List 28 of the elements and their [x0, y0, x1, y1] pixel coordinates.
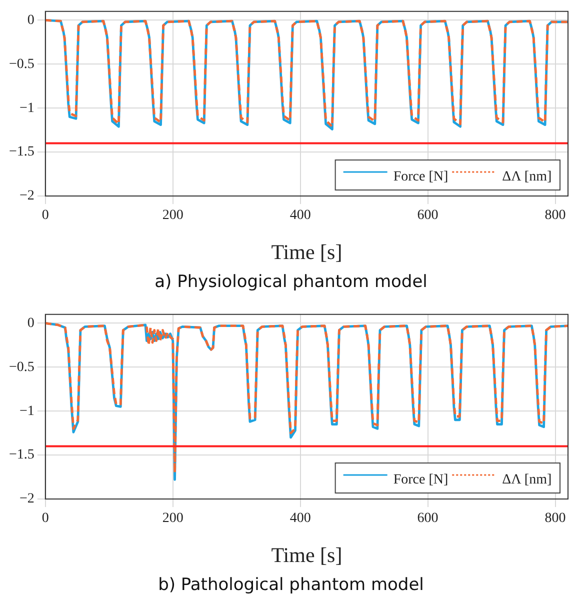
legend-label: ΔΛ [nm]: [502, 170, 552, 185]
x-axis-title: Time [s]: [271, 542, 342, 567]
text: a) Physiological phantom model: [154, 272, 428, 292]
x-tick-label: 400: [290, 511, 311, 526]
y-tick-label: −1: [19, 100, 34, 116]
x-tick-label: 0: [42, 511, 49, 526]
y-tick-label: −0.5: [8, 360, 34, 375]
y-tick-label: 0: [27, 12, 34, 28]
y-tick-label: −2: [19, 492, 34, 507]
x-axis-title: Time [s]: [271, 240, 342, 264]
y-tick-label: 0: [27, 316, 34, 331]
x-tick-label: 600: [417, 511, 438, 526]
x-tick-label: 800: [544, 511, 566, 526]
y-tick-label: −0.5: [8, 56, 34, 72]
x-tick-label: 200: [162, 208, 184, 224]
y-tick-label: −1.5: [8, 448, 34, 463]
legend-label: Force [N]: [393, 472, 448, 488]
y-tick-label: −2: [19, 188, 34, 204]
y-tick-label: −1.5: [8, 144, 34, 160]
x-tick-label: 800: [544, 208, 566, 224]
x-tick-label: 200: [162, 511, 184, 526]
x-tick-label: 600: [417, 208, 438, 224]
text: b) Pathological phantom model: [157, 575, 425, 595]
y-tick-label: −1: [19, 404, 34, 419]
x-tick-label: 0: [42, 208, 49, 224]
legend-label: ΔΛ [nm]: [502, 472, 552, 488]
legend-label: Force [N]: [393, 170, 448, 185]
x-tick-label: 400: [290, 208, 311, 224]
